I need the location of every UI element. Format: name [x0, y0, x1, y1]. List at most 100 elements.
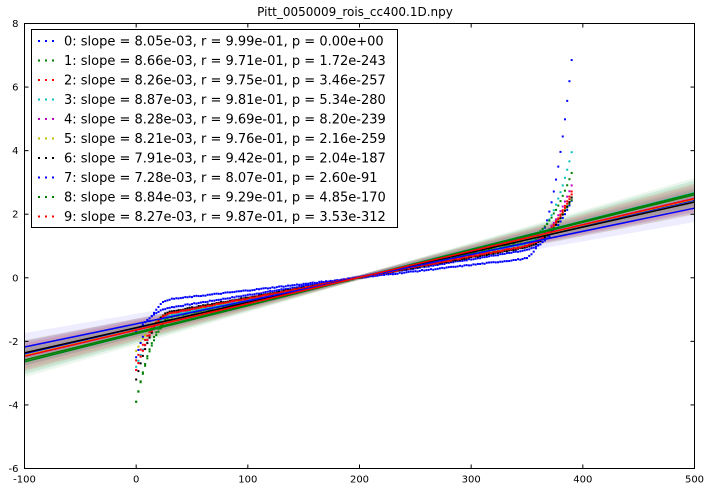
data-point: [255, 292, 258, 295]
data-point: [481, 250, 484, 253]
data-point: [258, 292, 260, 295]
data-point: [521, 249, 524, 252]
data-point: [233, 299, 236, 302]
data-point: [450, 259, 453, 262]
data-point: [282, 290, 285, 293]
data-point: [454, 255, 457, 258]
data-point: [557, 224, 560, 227]
data-point: [291, 284, 294, 287]
data-point: [217, 302, 220, 305]
data-point: [235, 290, 238, 293]
data-point: [264, 287, 267, 290]
data-point: [150, 330, 153, 333]
data-point: [555, 221, 558, 224]
data-point: [262, 294, 265, 297]
data-point: [202, 301, 205, 304]
data-point: [244, 289, 247, 292]
data-point: [447, 261, 450, 264]
data-point: [494, 250, 497, 253]
data-point: [226, 297, 229, 300]
data-point: [244, 296, 247, 299]
data-point: [552, 221, 555, 224]
data-point: [438, 261, 441, 264]
data-point: [331, 280, 334, 283]
data-point: [139, 355, 142, 358]
data-point: [175, 311, 178, 314]
data-point: [570, 151, 573, 154]
data-point: [465, 264, 468, 267]
data-point: [517, 250, 520, 253]
data-point: [561, 135, 564, 138]
legend-marker: [52, 137, 54, 140]
data-point: [284, 289, 287, 292]
data-point: [246, 293, 249, 296]
data-point: [278, 285, 281, 288]
data-point: [429, 262, 432, 265]
data-point: [481, 253, 484, 256]
data-point: [226, 291, 229, 294]
data-point: [425, 265, 428, 268]
data-point: [255, 288, 258, 291]
data-point: [213, 303, 216, 306]
data-point: [447, 266, 450, 269]
data-point: [284, 285, 287, 288]
data-point: [570, 190, 573, 193]
data-point: [184, 296, 187, 299]
data-point: [148, 317, 151, 320]
data-point: [548, 219, 551, 222]
legend-entry-label: 1: slope = 8.66e-03, r = 9.71e-01, p = 1…: [64, 54, 386, 69]
data-point: [456, 265, 459, 268]
data-point: [157, 310, 160, 313]
data-point: [269, 290, 272, 293]
data-point: [166, 307, 169, 310]
data-point: [215, 292, 218, 295]
data-point: [191, 307, 193, 310]
data-point: [510, 259, 513, 262]
data-point: [197, 295, 200, 298]
data-point: [231, 291, 234, 294]
data-point: [144, 338, 147, 341]
data-point: [291, 286, 294, 289]
data-point: [519, 246, 522, 249]
data-point: [135, 365, 138, 368]
data-point: [561, 184, 564, 187]
data-point: [548, 210, 551, 213]
data-point: [492, 261, 495, 264]
data-point: [563, 118, 566, 121]
data-point: [555, 203, 558, 206]
data-point: [492, 254, 495, 257]
legend-entry-label: 8: slope = 8.84e-03, r = 9.29e-01, p = 4…: [64, 191, 386, 206]
data-point: [566, 99, 569, 102]
data-point: [559, 217, 562, 220]
data-point: [550, 226, 553, 229]
data-point: [385, 273, 388, 276]
data-point: [237, 290, 240, 293]
data-point: [215, 305, 218, 308]
legend-box: [31, 29, 398, 228]
data-point: [164, 308, 167, 311]
data-point: [530, 244, 533, 247]
data-point: [532, 250, 535, 253]
data-point: [166, 311, 169, 314]
data-point: [184, 307, 187, 310]
data-point: [146, 334, 149, 337]
data-point: [416, 266, 419, 269]
legend-marker: [38, 157, 40, 159]
data-point: [508, 260, 511, 263]
data-point: [534, 245, 537, 248]
data-point: [240, 290, 243, 293]
data-point: [496, 261, 499, 264]
data-point: [559, 220, 562, 223]
data-point: [421, 269, 424, 272]
data-point: [555, 223, 558, 226]
data-point: [425, 269, 428, 272]
data-point: [463, 264, 466, 267]
data-point: [338, 279, 341, 282]
legend-marker: [38, 215, 40, 218]
data-point: [557, 165, 560, 168]
data-point: [470, 258, 473, 261]
legend-marker: [38, 196, 40, 198]
data-point: [182, 309, 185, 312]
data-point: [523, 245, 526, 248]
legend-marker: [45, 157, 47, 159]
